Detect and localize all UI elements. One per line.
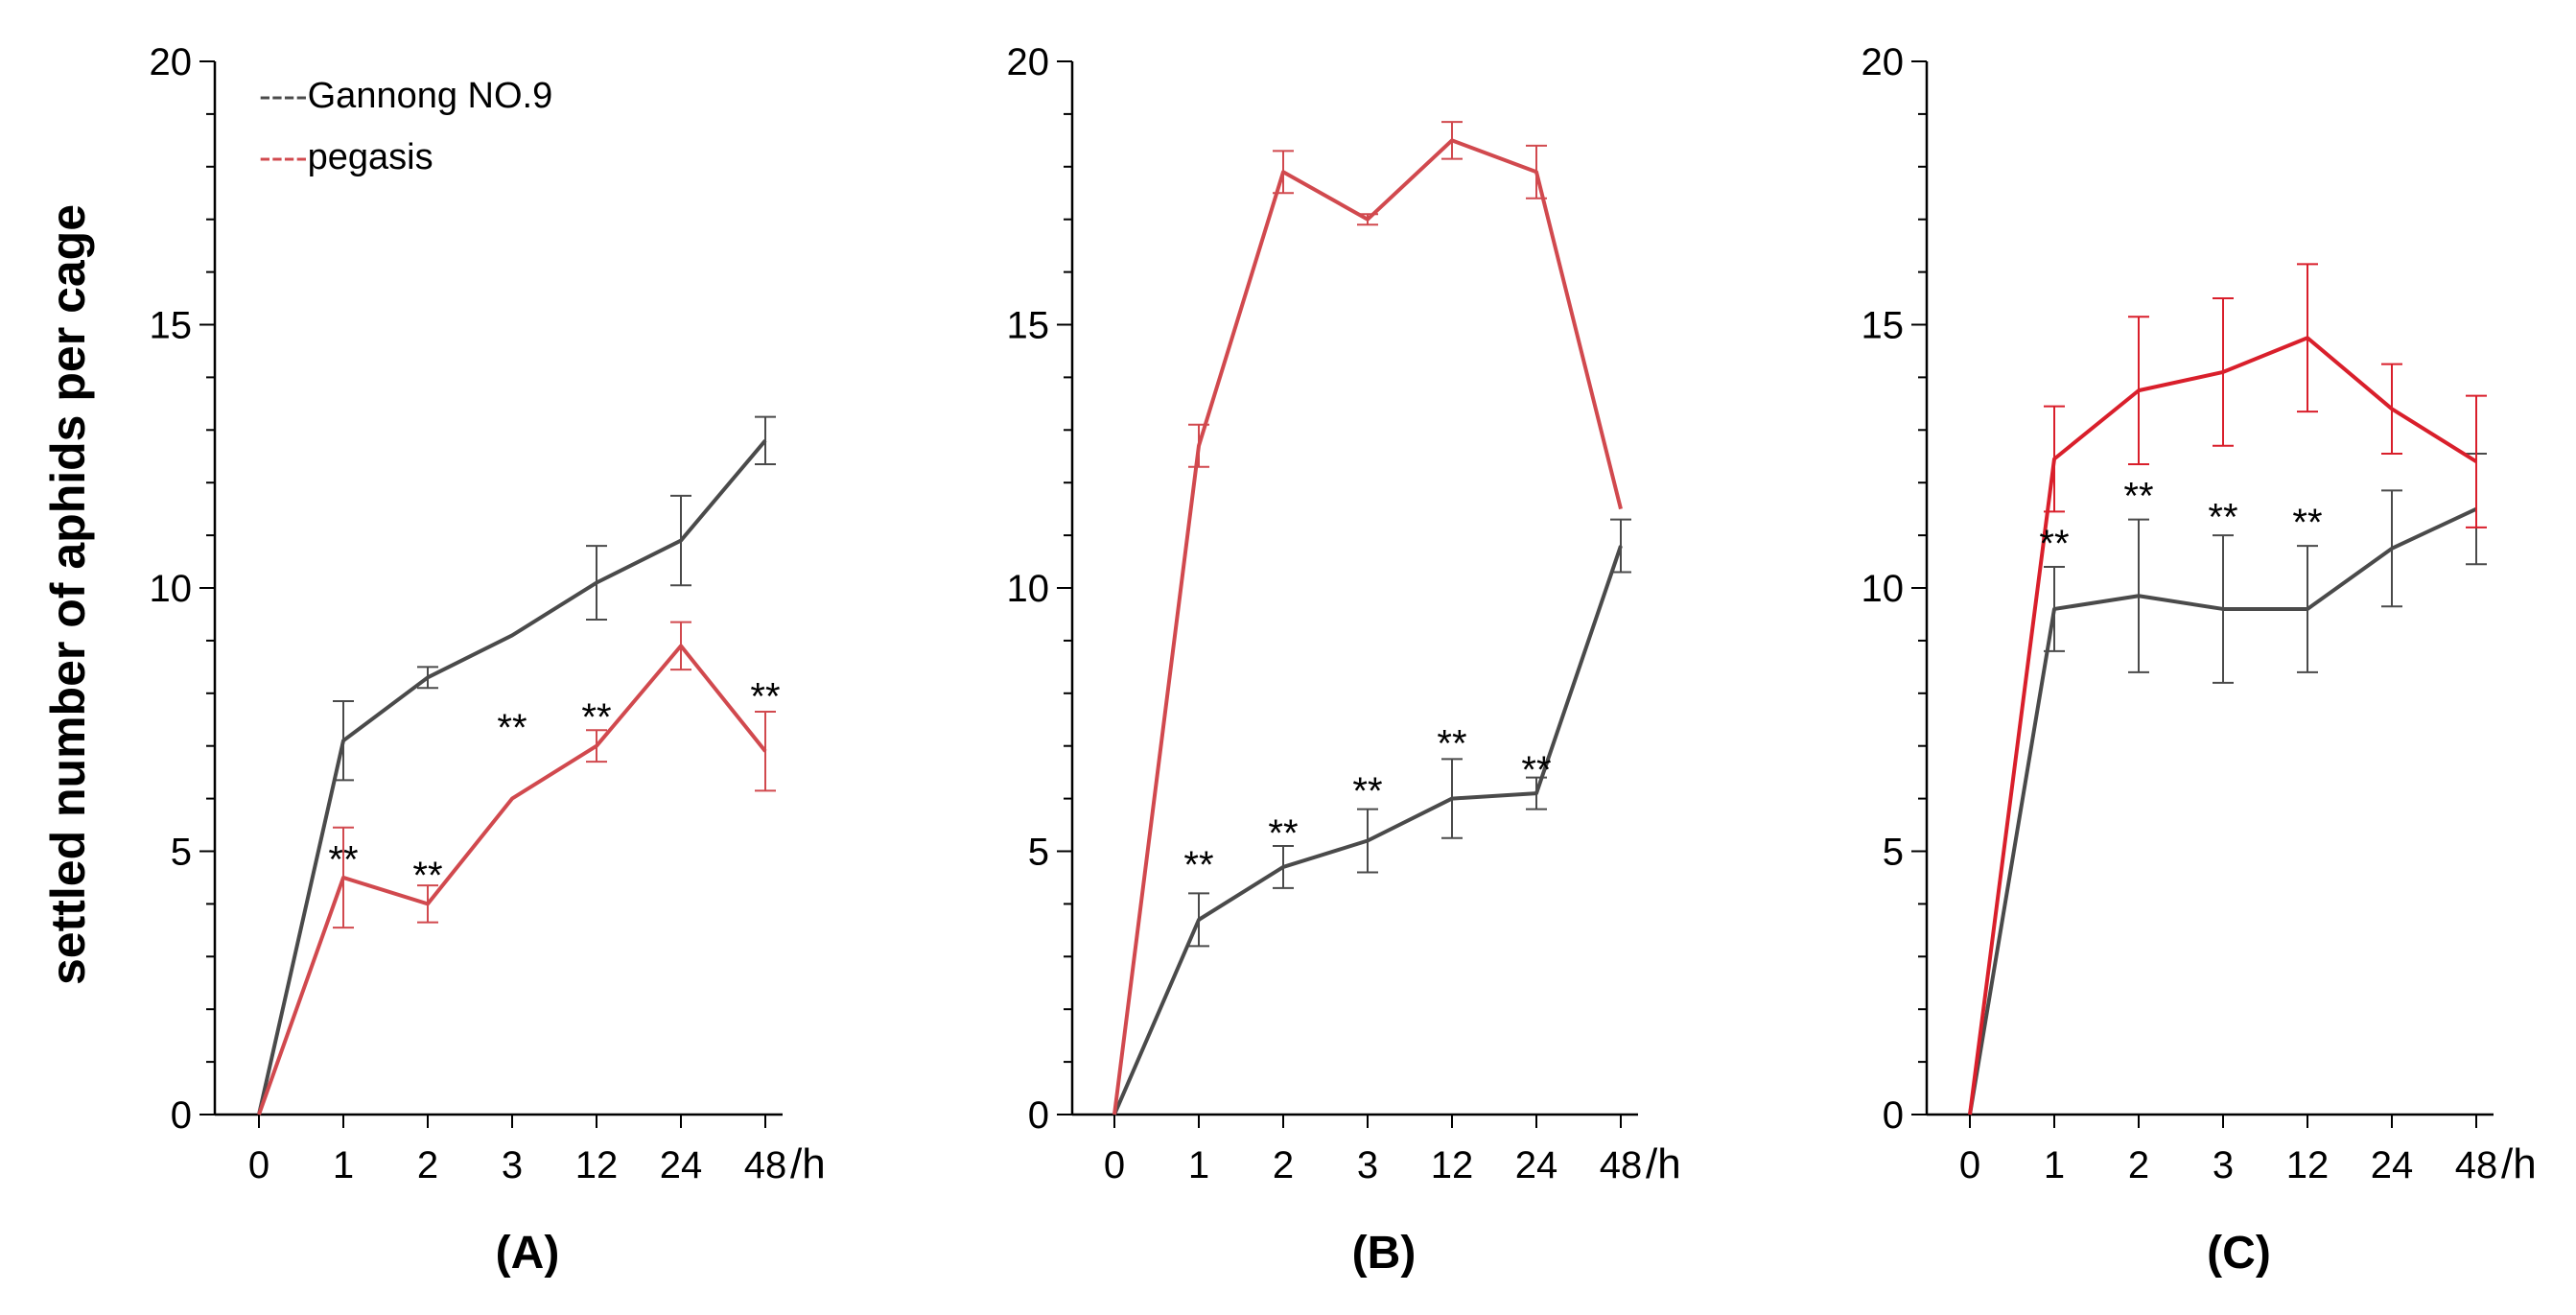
- y-tick-label: 0: [1028, 1094, 1049, 1137]
- significance-marker: **: [1352, 770, 1382, 812]
- significance-marker: **: [1521, 749, 1551, 791]
- significance-marker: **: [2292, 502, 2322, 544]
- significance-marker: **: [750, 675, 780, 717]
- x-tick-label: 1: [333, 1144, 354, 1186]
- significance-marker: **: [581, 696, 611, 739]
- x-tick-label: 48: [744, 1144, 787, 1186]
- y-tick-label: 10: [150, 568, 193, 610]
- series-line: [257, 644, 767, 1115]
- y-axis-title: settled number of aphids per cage: [41, 204, 95, 985]
- significance-marker: **: [2039, 523, 2069, 565]
- y-tick-label: 20: [150, 41, 193, 83]
- y-tick-label: 10: [1862, 568, 1905, 610]
- series-line: [1112, 545, 1623, 1115]
- y-tick-label: 20: [1862, 41, 1905, 83]
- x-tick-label: 3: [2213, 1144, 2234, 1186]
- x-tick-label: 0: [1959, 1144, 1980, 1186]
- x-tick-label: 0: [248, 1144, 269, 1186]
- legend-dash: ----: [259, 76, 308, 116]
- x-tick-label: 12: [2286, 1144, 2330, 1186]
- y-tick-label: 5: [1883, 832, 1904, 874]
- x-tick-label: 3: [1357, 1144, 1378, 1186]
- significance-marker: **: [1268, 812, 1298, 855]
- significance-marker: **: [328, 838, 358, 881]
- x-tick-label: 2: [417, 1144, 438, 1186]
- legend-label: Gannong NO.9: [308, 76, 553, 116]
- significance-marker: **: [412, 855, 442, 897]
- significance-marker: **: [1437, 723, 1466, 765]
- series-line: [1112, 138, 1623, 1115]
- significance-marker: **: [497, 707, 527, 749]
- x-tick-label: 3: [502, 1144, 523, 1186]
- x-tick-label: 1: [1188, 1144, 1209, 1186]
- y-tick-label: 10: [1007, 568, 1050, 610]
- series-0: [257, 415, 776, 1115]
- legend-dash: ----: [259, 137, 308, 177]
- y-tick-label: 15: [1862, 305, 1905, 347]
- x-tick-label: 0: [1104, 1144, 1125, 1186]
- series-line: [257, 438, 767, 1115]
- legend-label: pegasis: [308, 137, 433, 177]
- y-tick-label: 15: [150, 305, 193, 347]
- x-tick-label: 24: [660, 1144, 703, 1186]
- series-1: [1968, 263, 2487, 1115]
- y-tick-label: 5: [1028, 832, 1049, 874]
- x-tick-label: 2: [2128, 1144, 2149, 1186]
- x-tick-label: 48: [2455, 1144, 2498, 1186]
- legend-item-0: ----Gannong NO.9: [259, 76, 552, 116]
- x-tick-label: 1: [2044, 1144, 2065, 1186]
- significance-marker: **: [1183, 844, 1213, 886]
- series-line: [1968, 336, 2478, 1115]
- x-axis-unit: /h: [1646, 1140, 1681, 1187]
- significance-marker: **: [2123, 476, 2153, 518]
- series-0: [1968, 453, 2487, 1115]
- panel-label: (C): [2207, 1228, 2271, 1279]
- x-axis-unit: /h: [2501, 1140, 2537, 1187]
- series-1: [257, 621, 776, 1115]
- series-1: [1112, 121, 1623, 1115]
- x-tick-label: 24: [1515, 1144, 1558, 1186]
- panel-label: (B): [1352, 1228, 1417, 1279]
- x-tick-label: 2: [1273, 1144, 1294, 1186]
- series-0: [1112, 518, 1631, 1115]
- series-line: [1968, 506, 2477, 1115]
- x-axis-unit: /h: [790, 1140, 826, 1187]
- y-tick-label: 15: [1007, 305, 1050, 347]
- x-tick-label: 12: [1431, 1144, 1474, 1186]
- x-tick-label: 24: [2371, 1144, 2414, 1186]
- significance-marker: **: [2208, 497, 2237, 539]
- panel-label: (A): [496, 1228, 560, 1279]
- legend-item-1: ----pegasis: [259, 137, 433, 177]
- y-tick-label: 0: [171, 1094, 192, 1137]
- y-tick-label: 20: [1007, 41, 1050, 83]
- x-tick-label: 12: [575, 1144, 619, 1186]
- y-tick-label: 0: [1883, 1094, 1904, 1137]
- x-tick-label: 48: [1600, 1144, 1643, 1186]
- y-tick-label: 5: [171, 832, 192, 874]
